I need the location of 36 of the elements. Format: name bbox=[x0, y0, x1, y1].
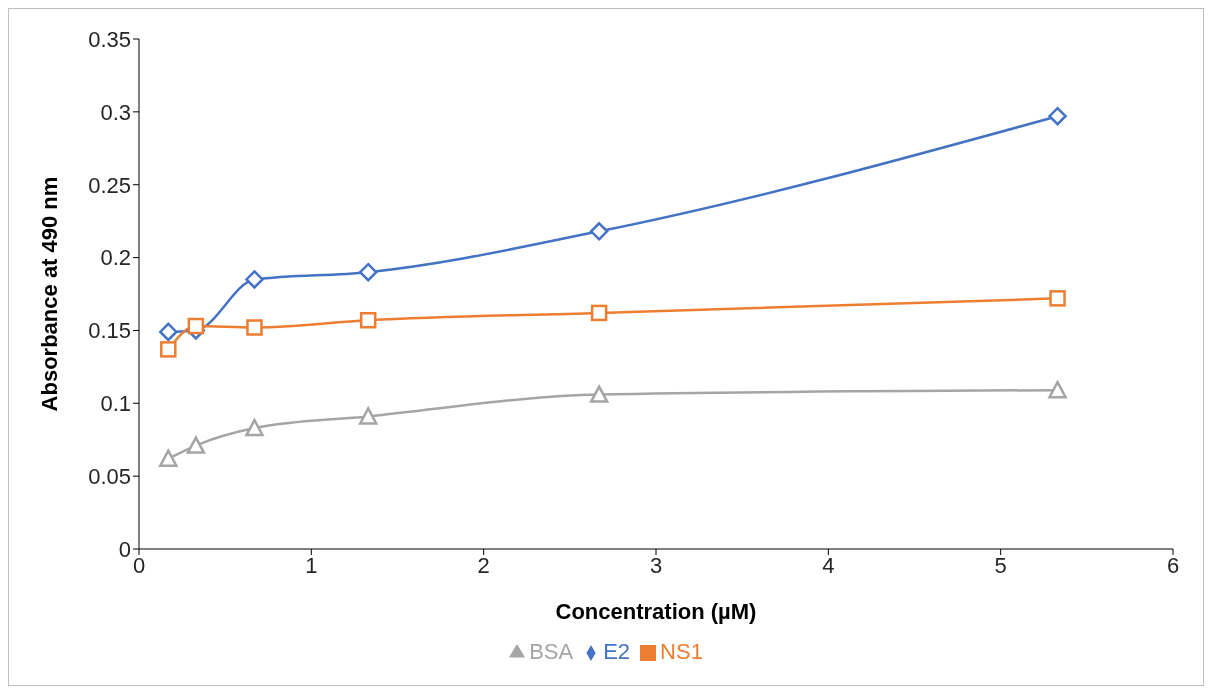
point bbox=[589, 222, 609, 241]
y-tick-label: 0.05 bbox=[88, 463, 131, 489]
point bbox=[1049, 290, 1066, 307]
point bbox=[160, 341, 177, 358]
point bbox=[245, 270, 264, 289]
y-axis-title: Absorbance at 490 nm bbox=[36, 176, 62, 412]
point bbox=[358, 262, 378, 282]
point bbox=[590, 304, 608, 322]
point bbox=[159, 449, 178, 467]
y-tick-label: 0.2 bbox=[100, 245, 131, 271]
legend-label: E2 bbox=[603, 639, 631, 664]
point bbox=[359, 311, 377, 329]
x-tick-label: 3 bbox=[649, 552, 663, 578]
point bbox=[1048, 106, 1067, 126]
point bbox=[589, 385, 609, 403]
x-tick-label: 5 bbox=[994, 552, 1007, 578]
legend-label: BSA bbox=[529, 639, 574, 664]
x-tick-label: 1 bbox=[305, 552, 318, 578]
point bbox=[358, 407, 378, 425]
legend-label: NS1 bbox=[660, 639, 703, 664]
y-tick-label: 0.1 bbox=[100, 391, 131, 417]
point bbox=[159, 322, 178, 342]
point bbox=[187, 317, 205, 335]
y-tick-label: 0.15 bbox=[88, 318, 131, 344]
y-tick-label: 0.35 bbox=[88, 26, 131, 52]
x-tick-label: 4 bbox=[822, 552, 835, 578]
y-tick-label: 0.25 bbox=[88, 172, 131, 198]
point bbox=[186, 436, 206, 454]
y-tick-label: 0 bbox=[118, 536, 131, 562]
point bbox=[246, 319, 263, 336]
point bbox=[1048, 380, 1067, 399]
x-tick-label: 6 bbox=[1166, 552, 1180, 578]
x-axis-title: Concentration (µM) bbox=[555, 599, 757, 624]
x-tick-label: 2 bbox=[477, 552, 490, 578]
point bbox=[245, 418, 264, 437]
y-tick-label: 0.3 bbox=[100, 99, 131, 125]
